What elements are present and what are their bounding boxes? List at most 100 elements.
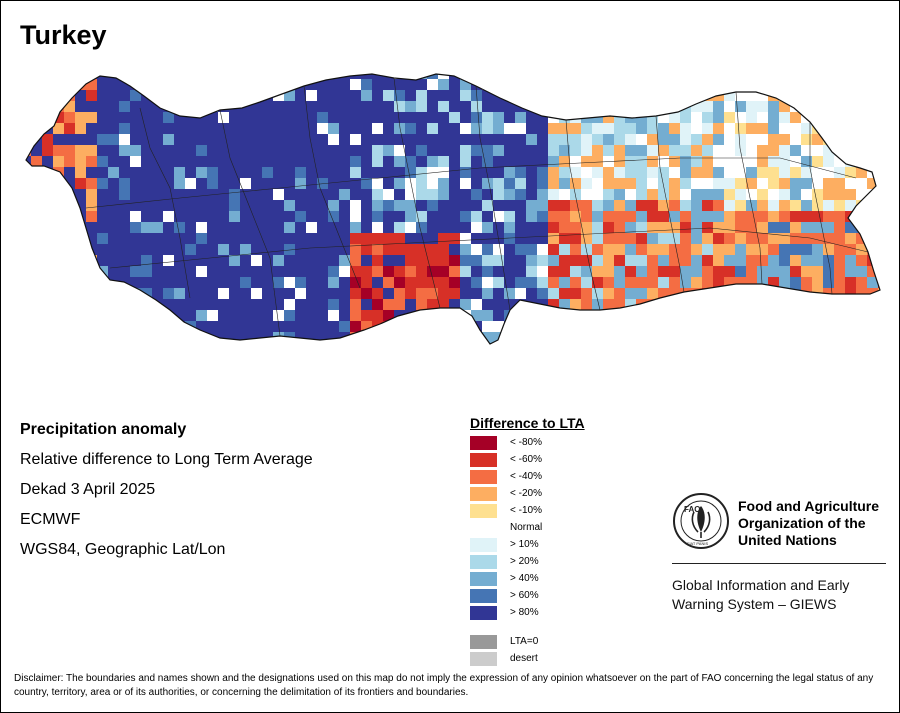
anomaly-cell — [570, 354, 581, 358]
anomaly-cell — [823, 178, 834, 189]
anomaly-cell — [53, 255, 64, 266]
anomaly-cell — [482, 321, 493, 332]
anomaly-cell — [878, 266, 880, 277]
anomaly-cell — [724, 167, 735, 178]
anomaly-cell — [339, 343, 350, 344]
anomaly-cell — [174, 222, 185, 233]
anomaly-cell — [262, 310, 273, 321]
anomaly-cell — [845, 310, 856, 321]
anomaly-cell — [812, 222, 823, 233]
anomaly-cell — [592, 233, 603, 244]
anomaly-cell — [240, 266, 251, 277]
anomaly-cell — [53, 167, 64, 178]
anomaly-cell — [636, 354, 647, 358]
anomaly-cell — [53, 200, 64, 211]
anomaly-cell — [647, 90, 658, 101]
anomaly-cell — [724, 90, 735, 101]
anomaly-cell — [42, 101, 53, 112]
anomaly-cell — [559, 123, 570, 134]
anomaly-cell — [647, 112, 658, 123]
anomaly-cell — [306, 123, 317, 134]
anomaly-cell — [174, 134, 185, 145]
anomaly-cell — [702, 123, 713, 134]
anomaly-cell — [878, 288, 880, 299]
anomaly-cell — [702, 343, 713, 344]
anomaly-cell — [460, 299, 471, 310]
anomaly-cell — [801, 332, 812, 343]
anomaly-cell — [317, 321, 328, 332]
anomaly-cell — [515, 233, 526, 244]
anomaly-cell — [592, 321, 603, 332]
anomaly-cell — [350, 156, 361, 167]
anomaly-cell — [64, 178, 75, 189]
anomaly-cell — [614, 123, 625, 134]
anomaly-cell — [438, 156, 449, 167]
anomaly-cell — [328, 255, 339, 266]
anomaly-cell — [482, 266, 493, 277]
anomaly-cell — [735, 74, 746, 79]
anomaly-cell — [625, 74, 636, 79]
anomaly-cell — [713, 134, 724, 145]
anomaly-cell — [757, 321, 768, 332]
anomaly-cell — [691, 354, 702, 358]
anomaly-cell — [592, 266, 603, 277]
anomaly-cell — [526, 189, 537, 200]
anomaly-cell — [372, 354, 383, 358]
anomaly-cell — [713, 178, 724, 189]
anomaly-cell — [867, 74, 878, 79]
anomaly-cell — [207, 101, 218, 112]
anomaly-cell — [735, 178, 746, 189]
anomaly-cell — [537, 255, 548, 266]
anomaly-cell — [75, 299, 86, 310]
anomaly-cell — [108, 266, 119, 277]
anomaly-cell — [779, 134, 790, 145]
anomaly-cell — [31, 288, 42, 299]
anomaly-cell — [757, 167, 768, 178]
anomaly-cell — [834, 156, 845, 167]
anomaly-cell — [460, 222, 471, 233]
anomaly-cell — [31, 222, 42, 233]
anomaly-cell — [372, 266, 383, 277]
anomaly-cell — [504, 189, 515, 200]
anomaly-cell — [251, 167, 262, 178]
anomaly-cell — [339, 299, 350, 310]
anomaly-cell — [614, 310, 625, 321]
anomaly-cell — [53, 90, 64, 101]
anomaly-cell — [702, 167, 713, 178]
anomaly-cell — [130, 266, 141, 277]
anomaly-cell — [97, 200, 108, 211]
anomaly-cell — [768, 343, 779, 344]
anomaly-cell — [185, 288, 196, 299]
anomaly-cell — [75, 101, 86, 112]
anomaly-cell — [229, 74, 240, 79]
anomaly-cell — [97, 101, 108, 112]
anomaly-cell — [493, 200, 504, 211]
anomaly-cell — [856, 343, 867, 344]
anomaly-cell — [284, 255, 295, 266]
anomaly-cell — [647, 310, 658, 321]
anomaly-cell — [350, 200, 361, 211]
anomaly-cell — [779, 277, 790, 288]
anomaly-cell — [383, 332, 394, 343]
anomaly-cell — [108, 332, 119, 343]
anomaly-cell — [141, 266, 152, 277]
anomaly-cell — [284, 90, 295, 101]
anomaly-cell — [372, 167, 383, 178]
anomaly-cell — [768, 74, 779, 79]
anomaly-cell — [185, 332, 196, 343]
anomaly-cell — [493, 112, 504, 123]
anomaly-cell — [460, 156, 471, 167]
anomaly-cell — [493, 79, 504, 90]
anomaly-cell — [119, 74, 130, 79]
anomaly-cell — [537, 134, 548, 145]
anomaly-cell — [361, 255, 372, 266]
anomaly-cell — [559, 74, 570, 79]
anomaly-cell — [614, 222, 625, 233]
anomaly-cell — [471, 244, 482, 255]
anomaly-cell — [174, 189, 185, 200]
anomaly-cell — [163, 211, 174, 222]
anomaly-cell — [405, 266, 416, 277]
anomaly-cell — [614, 266, 625, 277]
anomaly-cell — [823, 145, 834, 156]
anomaly-cell — [174, 266, 185, 277]
